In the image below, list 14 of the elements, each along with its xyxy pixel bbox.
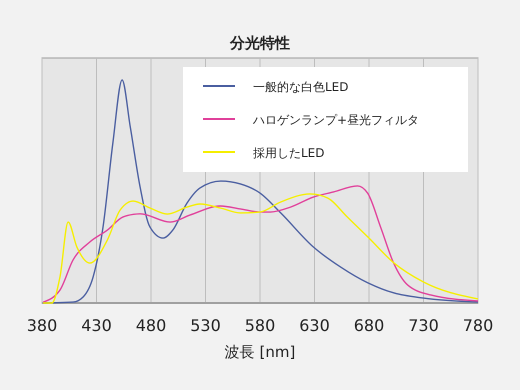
chart-title: 分光特性 [229,34,290,52]
x-tick-label: 630 [299,316,330,335]
legend-label: 採用したLED [253,146,325,160]
x-tick-label: 680 [354,316,384,335]
x-tick-label: 530 [190,316,221,335]
x-tick-label: 780 [462,316,494,335]
x-tick-label: 380 [26,316,58,335]
x-tick-label: 580 [244,316,276,335]
x-tick-label: 730 [408,316,439,335]
x-tick-label: 430 [81,316,112,335]
x-axis-title: 波長 [nm] [224,343,296,361]
legend-label: 一般的な白色LED [253,80,349,94]
x-tick-label: 480 [136,316,166,335]
legend-label: ハロゲンランプ+昼光フィルタ [252,113,420,127]
